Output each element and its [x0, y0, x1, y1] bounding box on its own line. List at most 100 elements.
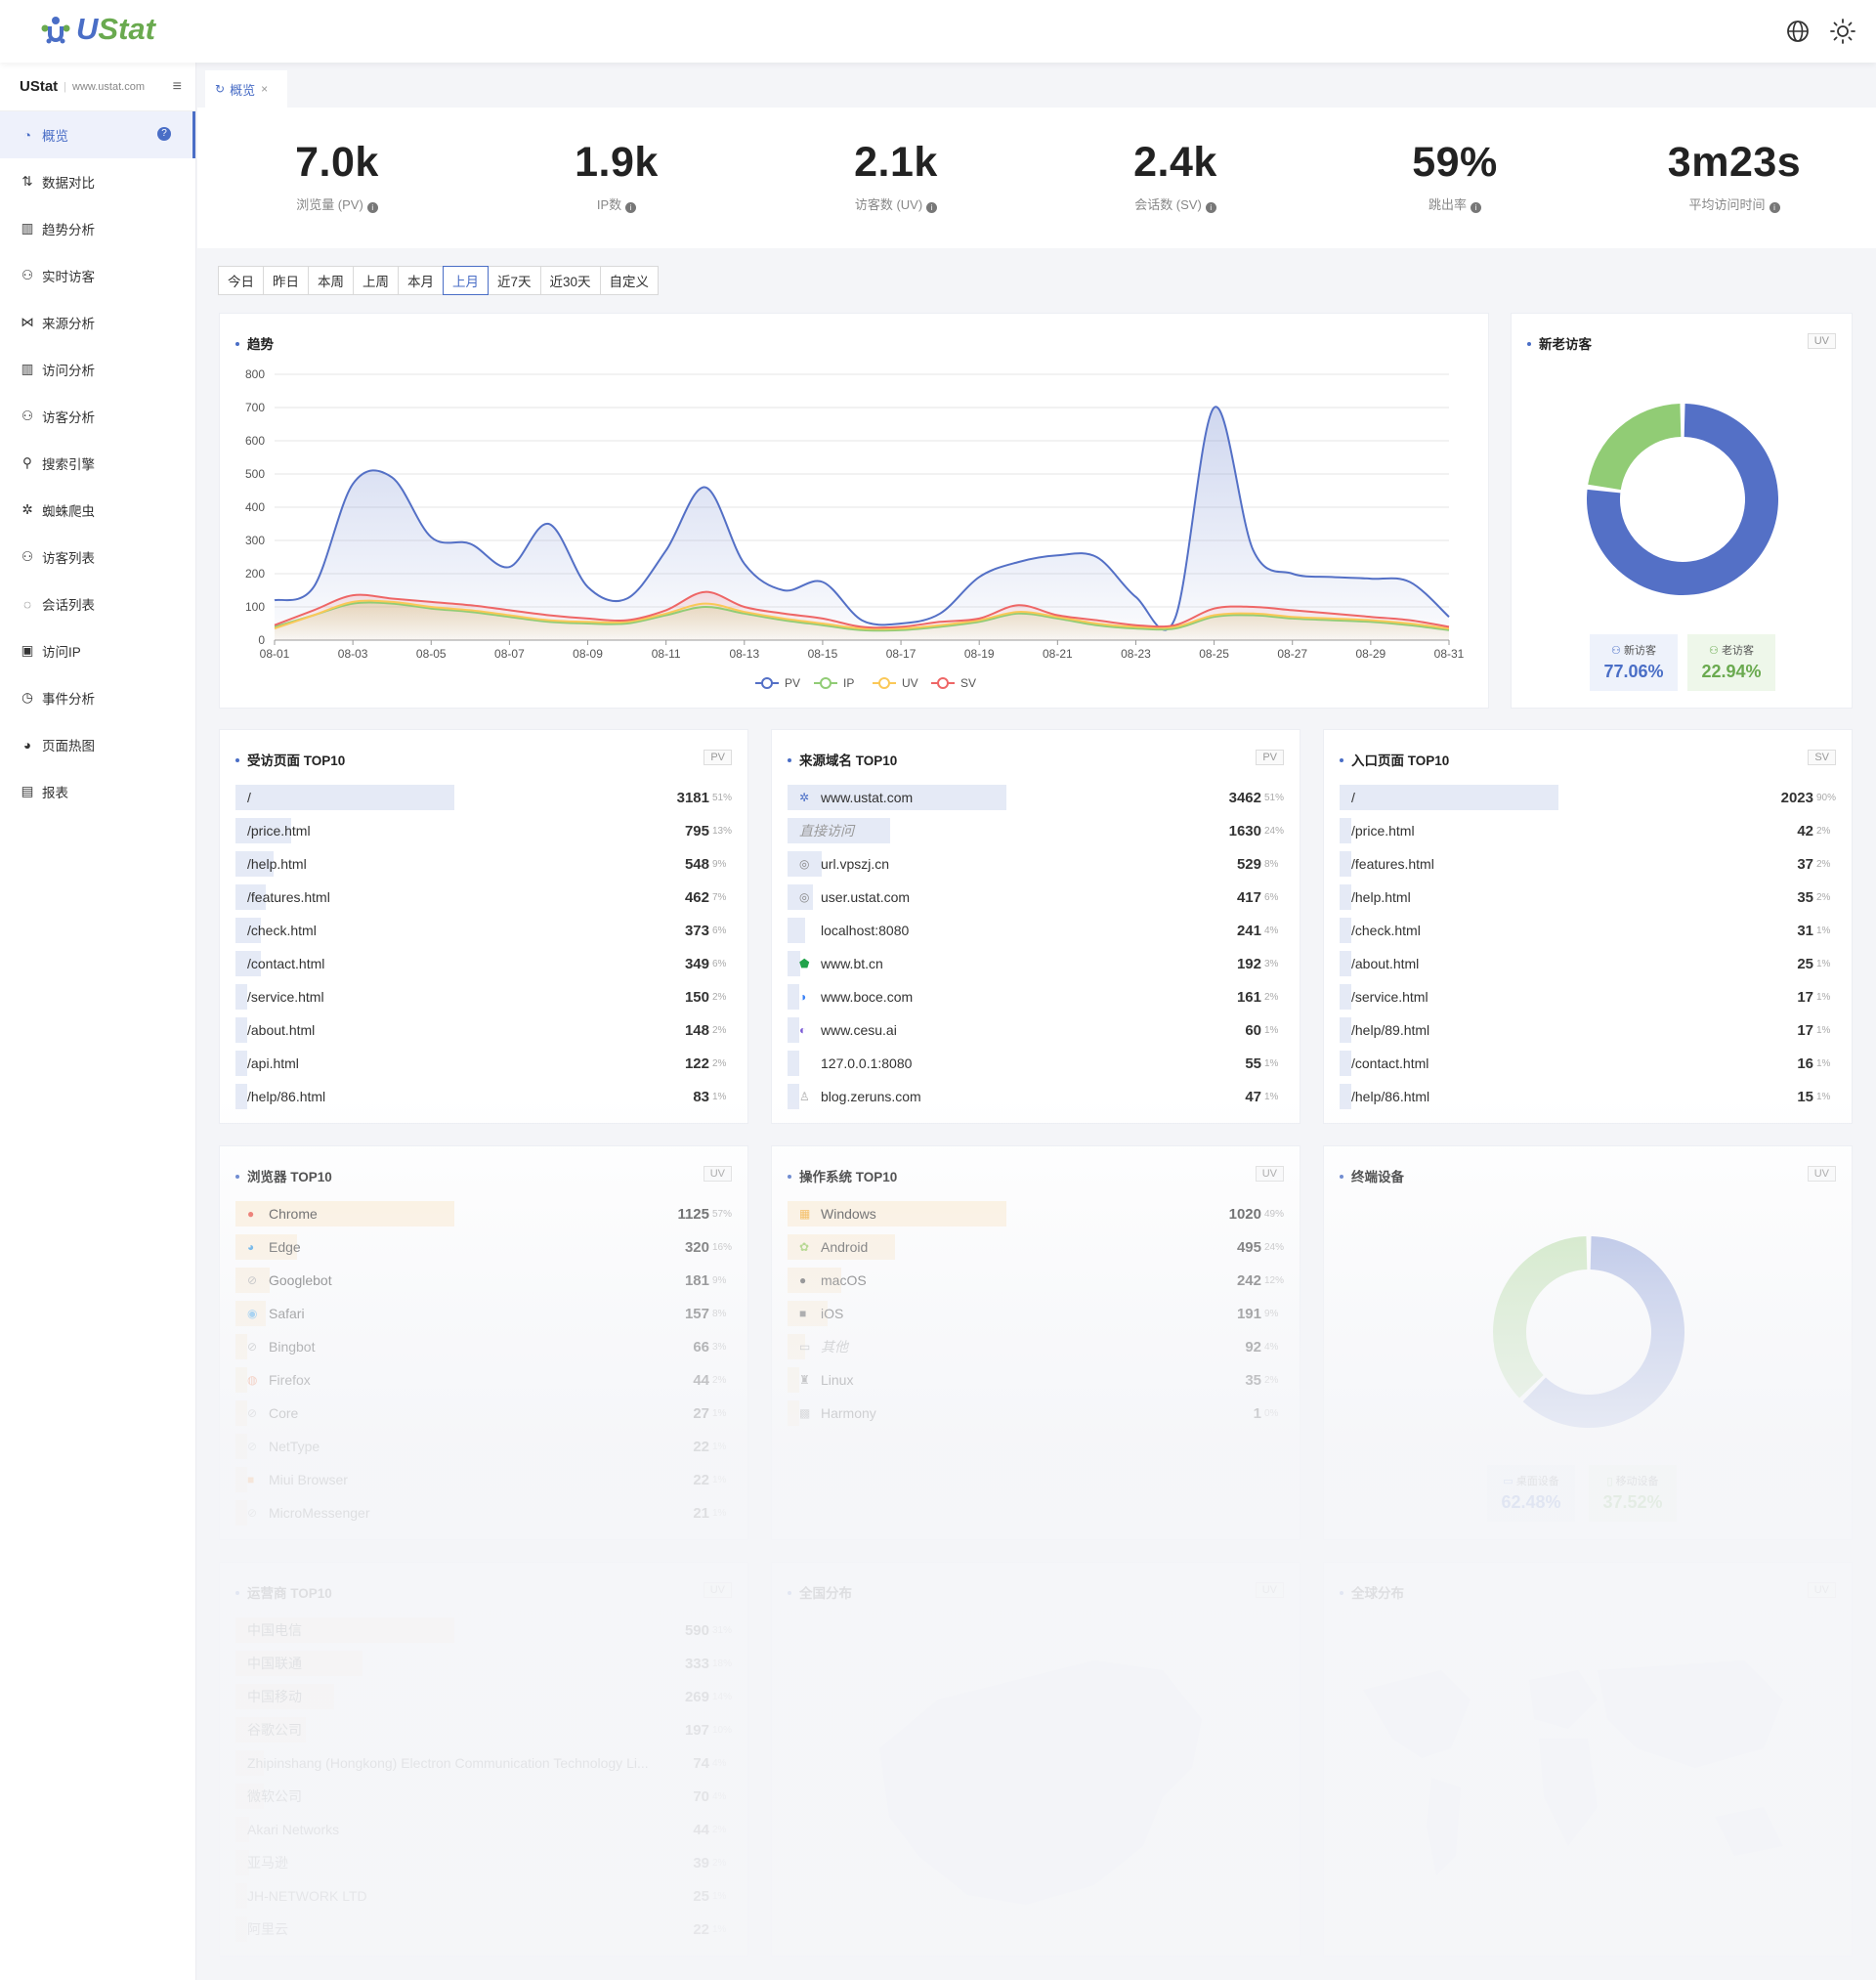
list-item[interactable]: Zhipinshang (Hongkong) Electron Communic… — [235, 1746, 730, 1780]
list-item[interactable]: /help.html 548 9% — [235, 847, 730, 881]
list-item[interactable]: ■ Miui Browser 22 1% — [235, 1463, 730, 1496]
list-item[interactable]: ● Chrome 1125 57% — [235, 1197, 732, 1230]
list-item[interactable]: / 3181 51% — [235, 781, 732, 814]
list-item[interactable]: ◎ url.vpszj.cn 529 8% — [788, 847, 1282, 881]
donut-slice-0[interactable] — [1587, 404, 1778, 595]
sidebar-item-7[interactable]: ⚲ 搜索引擎 — [0, 440, 195, 487]
date-range-button[interactable]: 昨日 — [263, 266, 309, 295]
sidebar-item-14[interactable]: ▤ 报表 — [0, 768, 195, 815]
list-item[interactable]: /about.html 148 2% — [235, 1013, 730, 1047]
list-item[interactable]: 中国移动 269 14% — [235, 1680, 732, 1713]
list-item[interactable]: /service.html 17 1% — [1340, 980, 1834, 1013]
list-item[interactable]: /contact.html 16 1% — [1340, 1047, 1834, 1080]
list-item[interactable]: ◍ Firefox 44 2% — [235, 1363, 730, 1397]
tab-overview[interactable]: ↻ 概览 × — [205, 70, 287, 108]
info-icon[interactable]: i — [625, 202, 637, 213]
legend-item-UV[interactable]: UV — [873, 676, 918, 690]
list-item[interactable]: ◑ www.boce.com 161 2% — [788, 980, 1282, 1013]
sidebar-item-8[interactable]: ✲ 蜘蛛爬虫 — [0, 487, 195, 534]
sidebar-item-1[interactable]: ⇅ 数据对比 — [0, 158, 195, 205]
info-icon[interactable]: i — [1471, 202, 1481, 213]
sidebar-item-9[interactable]: ⚇ 访客列表 — [0, 534, 195, 581]
sidebar-item-5[interactable]: ▥ 访问分析 — [0, 346, 195, 393]
list-item[interactable]: ◐ www.cesu.ai 60 1% — [788, 1013, 1282, 1047]
list-item[interactable]: /api.html 122 2% — [235, 1047, 730, 1080]
devices-donut[interactable] — [1324, 1195, 1854, 1488]
list-item[interactable]: /price.html 795 13% — [235, 814, 732, 847]
desktop-chip[interactable]: ▭ 桌面设备 62.48% — [1487, 1465, 1575, 1522]
legend-item-PV[interactable]: PV — [755, 676, 800, 690]
old-visitor-chip[interactable]: ⚇ 老访客 22.94% — [1687, 634, 1775, 691]
date-range-button[interactable]: 本周 — [308, 266, 354, 295]
series-line-SV[interactable] — [274, 590, 1450, 629]
list-item[interactable]: /features.html 37 2% — [1340, 847, 1834, 881]
new-visitor-chip[interactable]: ⚇ 新访客 77.06% — [1590, 634, 1678, 691]
list-item[interactable]: /about.html 25 1% — [1340, 947, 1834, 980]
list-item[interactable]: ⊘ Googlebot 181 9% — [235, 1264, 730, 1297]
list-item[interactable]: /help/89.html 17 1% — [1340, 1013, 1834, 1047]
sidebar-item-10[interactable]: ◌ 会话列表 — [0, 581, 195, 627]
list-item[interactable]: /service.html 150 2% — [235, 980, 730, 1013]
list-item[interactable]: 中国电信 590 31% — [235, 1614, 732, 1647]
legend-item-SV[interactable]: SV — [931, 676, 976, 690]
info-icon[interactable]: i — [926, 202, 938, 213]
series-line-PV[interactable] — [274, 406, 1450, 631]
sidebar-item-3[interactable]: ⚇ 实时访客 — [0, 252, 195, 299]
help-icon[interactable]: ? — [157, 127, 171, 141]
mobile-chip[interactable]: ▯ 移动设备 37.52% — [1589, 1465, 1677, 1522]
list-item[interactable]: /price.html 42 2% — [1340, 814, 1834, 847]
list-item[interactable]: ♜ Linux 35 2% — [788, 1363, 1282, 1397]
world-map[interactable] — [1324, 1612, 1854, 1944]
list-item[interactable]: JH-NETWORK LTD 25 1% — [235, 1879, 730, 1913]
sidebar-item-0[interactable]: ◔ 概览? — [0, 111, 195, 158]
list-item[interactable]: /help/86.html 83 1% — [235, 1080, 730, 1113]
list-item[interactable]: ⊘ Core 27 1% — [235, 1397, 730, 1430]
list-item[interactable]: 谷歌公司 197 10% — [235, 1713, 732, 1746]
sidebar-item-12[interactable]: ◷ 事件分析 — [0, 674, 195, 721]
menu-icon[interactable]: ≡ — [172, 77, 182, 95]
list-item[interactable]: /features.html 462 7% — [235, 881, 730, 914]
list-item[interactable]: /help/86.html 15 1% — [1340, 1080, 1834, 1113]
list-item[interactable]: 直接访问 1630 24% — [788, 814, 1284, 847]
list-item[interactable]: ⊘ MicroMessenger 21 1% — [235, 1496, 730, 1529]
sidebar-item-2[interactable]: ▥ 趋势分析 — [0, 205, 195, 252]
refresh-icon[interactable]: ↻ — [215, 82, 226, 96]
list-item[interactable]: ● macOS 242 12% — [788, 1264, 1284, 1297]
sidebar-item-6[interactable]: ⚇ 访客分析 — [0, 393, 195, 440]
list-item[interactable]: 微软公司 70 4% — [235, 1780, 730, 1813]
info-icon[interactable]: i — [366, 202, 378, 213]
list-item[interactable]: Akari Networks 44 2% — [235, 1813, 730, 1846]
sidebar-item-11[interactable]: ▣ 访问IP — [0, 627, 195, 674]
globe-icon[interactable] — [1784, 18, 1812, 45]
list-item[interactable]: ▩ Harmony 1 0% — [788, 1397, 1282, 1430]
donut-slice-1[interactable] — [1588, 404, 1682, 491]
site-selector[interactable]: UStat | www.ustat.com ≡ — [0, 63, 195, 111]
legend-item-IP[interactable]: IP — [814, 676, 854, 690]
list-item[interactable]: 亚马逊 39 2% — [235, 1846, 730, 1879]
new-old-donut[interactable] — [1512, 363, 1854, 656]
list-item[interactable]: ■ iOS 191 9% — [788, 1297, 1282, 1330]
date-range-button[interactable]: 上月 — [443, 266, 489, 295]
sidebar-item-13[interactable]: ◕ 页面热图 — [0, 721, 195, 768]
list-item[interactable]: ◎ user.ustat.com 417 6% — [788, 881, 1282, 914]
logo[interactable]: UStat — [39, 12, 155, 47]
list-item[interactable]: localhost:8080 241 4% — [788, 914, 1282, 947]
sidebar-item-4[interactable]: ⋈ 来源分析 — [0, 299, 195, 346]
date-range-button[interactable]: 近30天 — [539, 266, 601, 295]
list-item[interactable]: ♙ blog.zeruns.com 47 1% — [788, 1080, 1282, 1113]
date-range-button[interactable]: 近7天 — [488, 266, 541, 295]
series-line-UV[interactable] — [274, 599, 1450, 630]
list-item[interactable]: ⬟ www.bt.cn 192 3% — [788, 947, 1282, 980]
date-range-button[interactable]: 自定义 — [599, 266, 660, 295]
donut-slice-1[interactable] — [1493, 1236, 1588, 1399]
list-item[interactable]: ⊘ NetType 22 1% — [235, 1430, 730, 1463]
list-item[interactable]: /help.html 35 2% — [1340, 881, 1834, 914]
list-item[interactable]: 中国联通 333 18% — [235, 1647, 732, 1680]
list-item[interactable]: ▭ 其他 92 4% — [788, 1330, 1282, 1363]
list-item[interactable]: ⊘ Bingbot 66 3% — [235, 1330, 730, 1363]
china-map[interactable] — [772, 1612, 1301, 1944]
list-item[interactable]: /contact.html 349 6% — [235, 947, 730, 980]
list-item[interactable]: 127.0.0.1:8080 55 1% — [788, 1047, 1282, 1080]
list-item[interactable]: /check.html 373 6% — [235, 914, 730, 947]
date-range-button[interactable]: 本月 — [398, 266, 444, 295]
